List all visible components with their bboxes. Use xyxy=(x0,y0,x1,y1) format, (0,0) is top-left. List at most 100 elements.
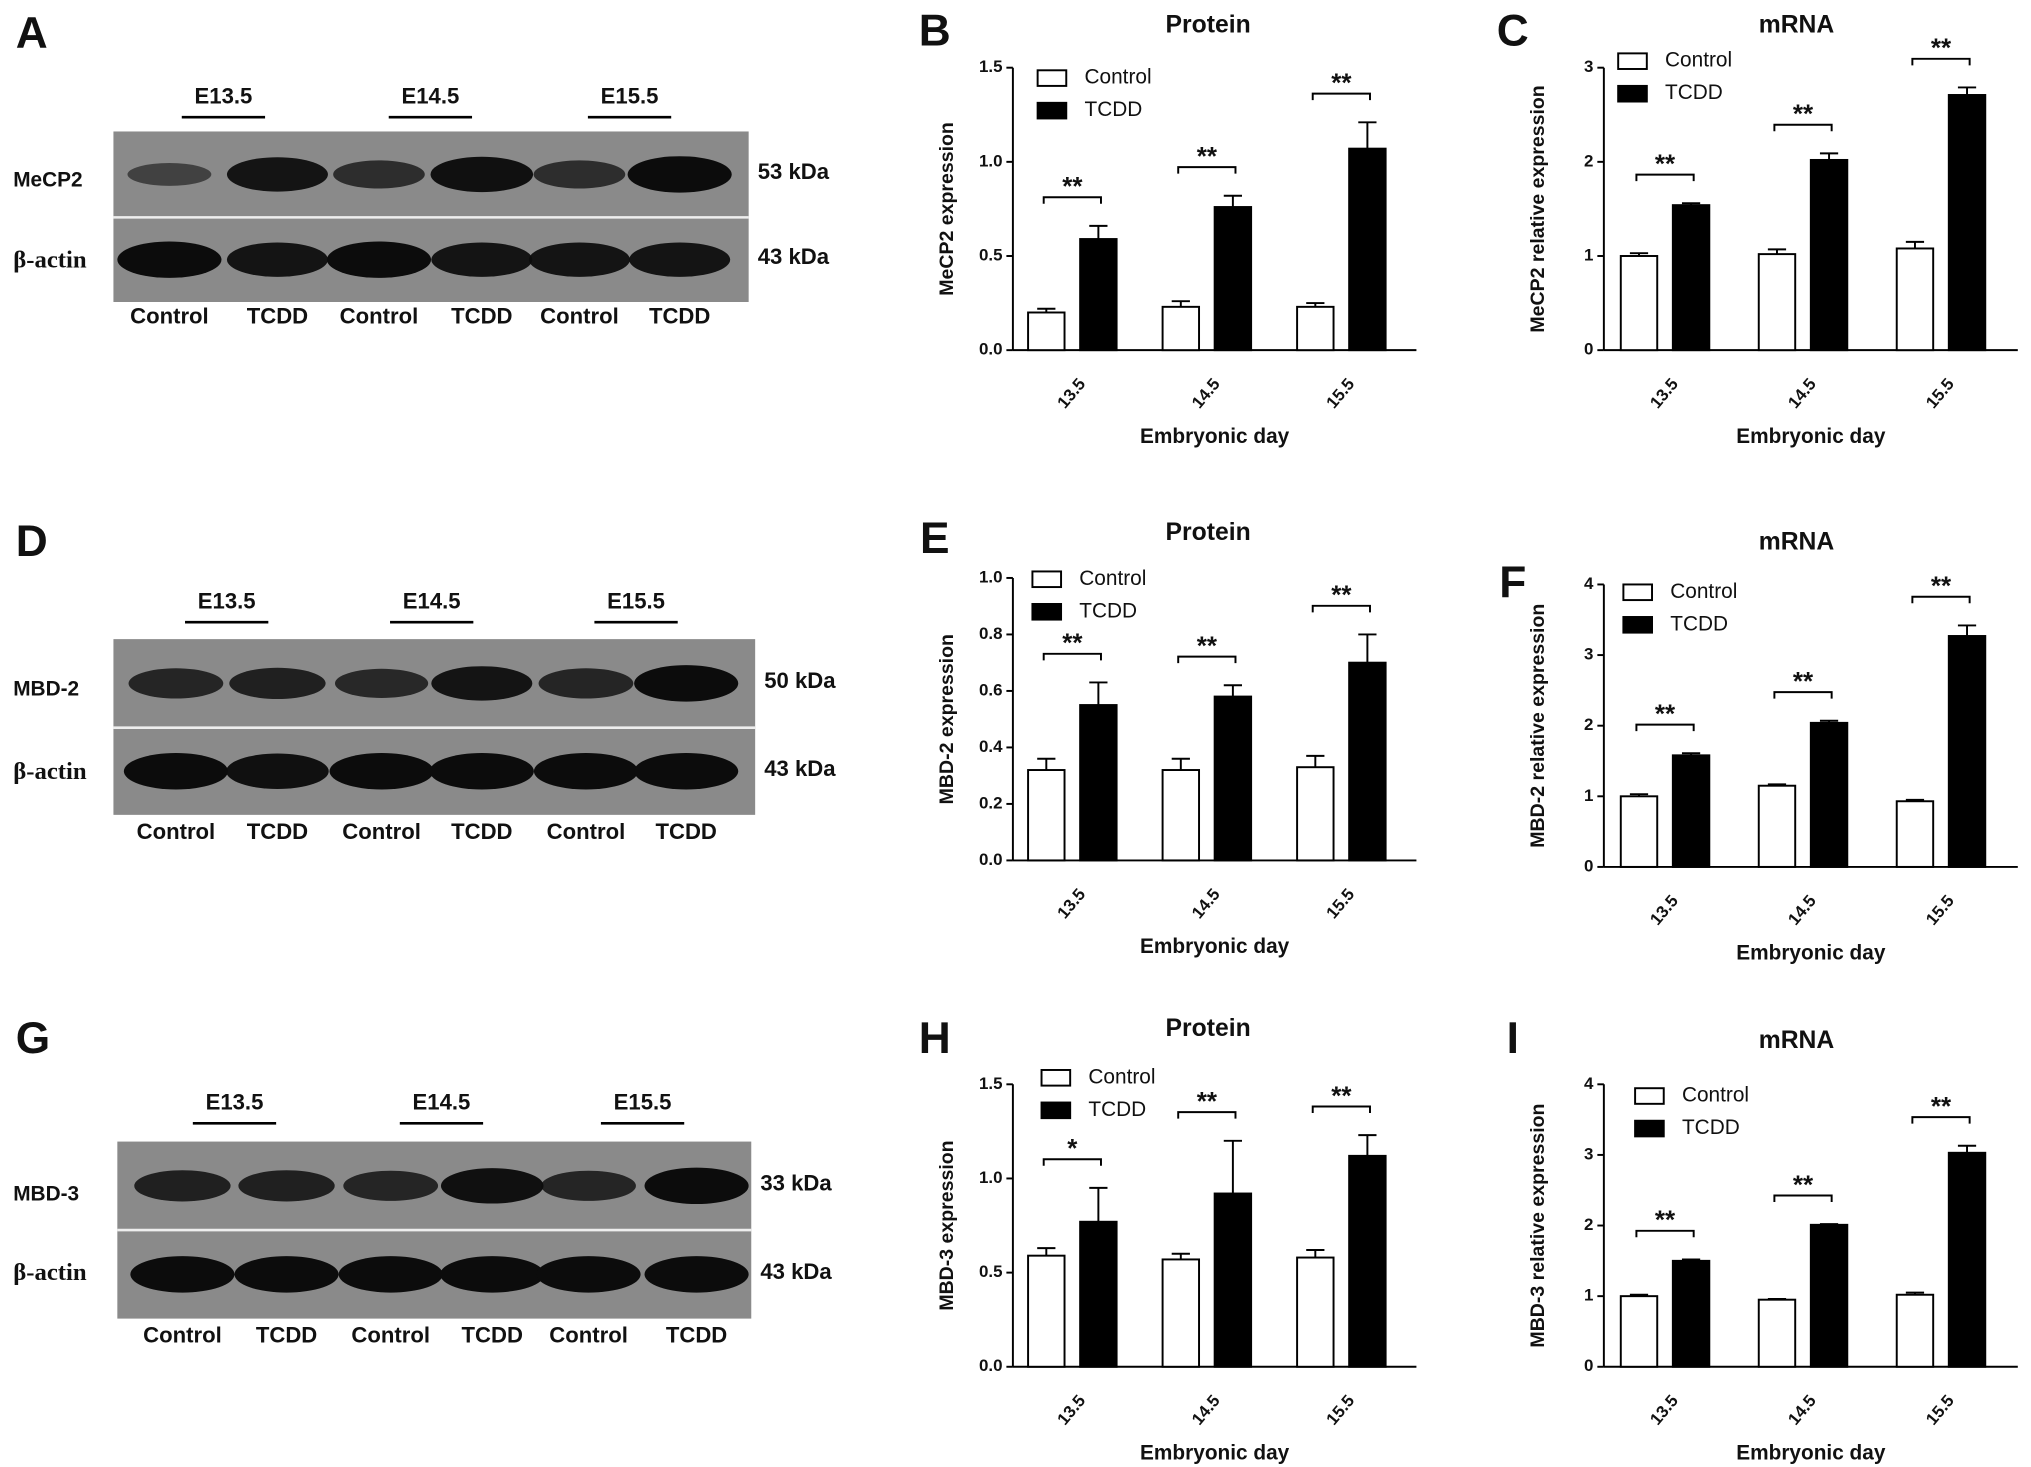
legend-swatch xyxy=(1617,84,1648,103)
blot-band xyxy=(429,753,534,790)
significance-label: ** xyxy=(1931,571,1952,601)
y-tick-label: 1.0 xyxy=(979,151,1003,170)
y-tick-label: 0.2 xyxy=(979,793,1003,812)
bar xyxy=(1947,635,1987,868)
y-tick-label: 3 xyxy=(1584,57,1593,76)
lane-label: Control xyxy=(549,1323,628,1348)
bar xyxy=(1348,147,1387,352)
row-label: β-actin xyxy=(13,758,87,785)
x-tick-label: 13.5 xyxy=(1646,375,1682,412)
significance-label: ** xyxy=(1062,171,1083,201)
error-bar xyxy=(1306,754,1325,768)
x-tick-label: 14.5 xyxy=(1784,891,1820,928)
significance-label: ** xyxy=(1331,580,1352,610)
blot-band xyxy=(326,241,432,278)
error-bar xyxy=(1629,1293,1649,1297)
y-tick-label: 4 xyxy=(1584,574,1594,593)
legend-swatch xyxy=(1036,101,1068,120)
y-tick-label: 1.0 xyxy=(979,567,1003,586)
error-bar xyxy=(1358,121,1377,149)
significance-bracket xyxy=(1911,1116,1971,1124)
legend-swatch xyxy=(1622,583,1654,602)
error-bar xyxy=(1957,1144,1977,1153)
blot-band xyxy=(629,242,731,277)
significance-bracket xyxy=(1635,1229,1695,1238)
molecular-weight: 43 kDa xyxy=(758,244,830,269)
y-tick-label: 1 xyxy=(1584,786,1593,805)
row-label: MeCP2 xyxy=(13,168,82,191)
significance-bracket xyxy=(1042,196,1102,204)
bar xyxy=(1947,94,1987,352)
x-axis-label: Embryonic day xyxy=(1140,425,1290,448)
error-bar xyxy=(1681,1258,1701,1261)
blot-band xyxy=(528,242,630,277)
y-tick-label: 4 xyxy=(1584,1074,1594,1093)
y-tick-label: 2 xyxy=(1584,1215,1593,1234)
significance-bracket xyxy=(1177,655,1237,664)
bar xyxy=(1895,800,1935,868)
legend-label: Control xyxy=(1665,49,1732,72)
error-bar xyxy=(1358,1134,1377,1156)
y-tick-label: 0.0 xyxy=(979,850,1003,869)
legend-label: Control xyxy=(1682,1084,1749,1107)
x-tick-label: 15.5 xyxy=(1323,375,1359,412)
blot-band xyxy=(644,1256,749,1293)
blot-band xyxy=(538,668,634,699)
bar xyxy=(1809,1223,1849,1368)
error-bar xyxy=(1819,1223,1839,1226)
x-tick-label: 13.5 xyxy=(1054,885,1090,922)
blot-band xyxy=(226,242,328,277)
lane-label: TCDD xyxy=(666,1323,727,1348)
blot-band xyxy=(440,1256,545,1293)
significance-label: * xyxy=(1067,1133,1078,1163)
bar xyxy=(1027,1254,1066,1368)
blot-band xyxy=(226,157,328,192)
bar xyxy=(1296,305,1335,352)
bar xyxy=(1079,704,1118,862)
bar xyxy=(1671,204,1711,352)
error-bar xyxy=(1905,240,1925,249)
blot-band xyxy=(130,1256,235,1293)
row-label: β-actin xyxy=(13,246,87,273)
bar xyxy=(1809,721,1849,868)
error-bar xyxy=(1629,252,1649,256)
blot-band xyxy=(238,1170,335,1202)
lane-label: Control xyxy=(540,303,619,328)
error-bar xyxy=(1905,1291,1925,1295)
bar xyxy=(1296,1256,1335,1368)
chart-title: Protein xyxy=(1166,12,1251,39)
legend-swatch xyxy=(1622,616,1654,634)
chart-title: Protein xyxy=(1166,1015,1251,1042)
group-label: E13.5 xyxy=(195,83,253,108)
bar xyxy=(1079,238,1118,352)
significance-label: ** xyxy=(1197,1086,1218,1116)
blot-band xyxy=(117,241,222,278)
significance-bracket xyxy=(1635,173,1695,182)
significance-bracket xyxy=(1773,691,1833,699)
error-bar xyxy=(1223,194,1242,208)
legend-swatch xyxy=(1617,52,1648,70)
x-tick-label: 14.5 xyxy=(1188,375,1224,412)
significance-label: ** xyxy=(1655,698,1676,728)
blot-band xyxy=(234,1256,339,1293)
y-tick-label: 0 xyxy=(1584,1356,1593,1375)
significance-label: ** xyxy=(1931,33,1952,63)
bar xyxy=(1348,661,1387,862)
bar xyxy=(1213,1192,1253,1368)
significance-label: ** xyxy=(1793,666,1814,696)
y-axis-label: MeCP2 expression xyxy=(936,122,958,296)
lane-label: Control xyxy=(340,303,419,328)
y-axis-label: MeCP2 relative expression xyxy=(1527,85,1549,332)
bar xyxy=(1895,1293,1935,1368)
molecular-weight: 43 kDa xyxy=(760,1259,832,1284)
error-bar xyxy=(1957,624,1977,637)
bar xyxy=(1757,253,1797,352)
significance-label: ** xyxy=(1655,148,1676,178)
bar xyxy=(1027,769,1066,862)
legend-swatch xyxy=(1040,1069,1072,1087)
error-bar xyxy=(1681,752,1701,756)
blot-band xyxy=(333,160,425,189)
x-tick-label: 13.5 xyxy=(1054,375,1090,412)
y-tick-label: 1 xyxy=(1584,1286,1593,1305)
lane-label: Control xyxy=(351,1323,430,1348)
